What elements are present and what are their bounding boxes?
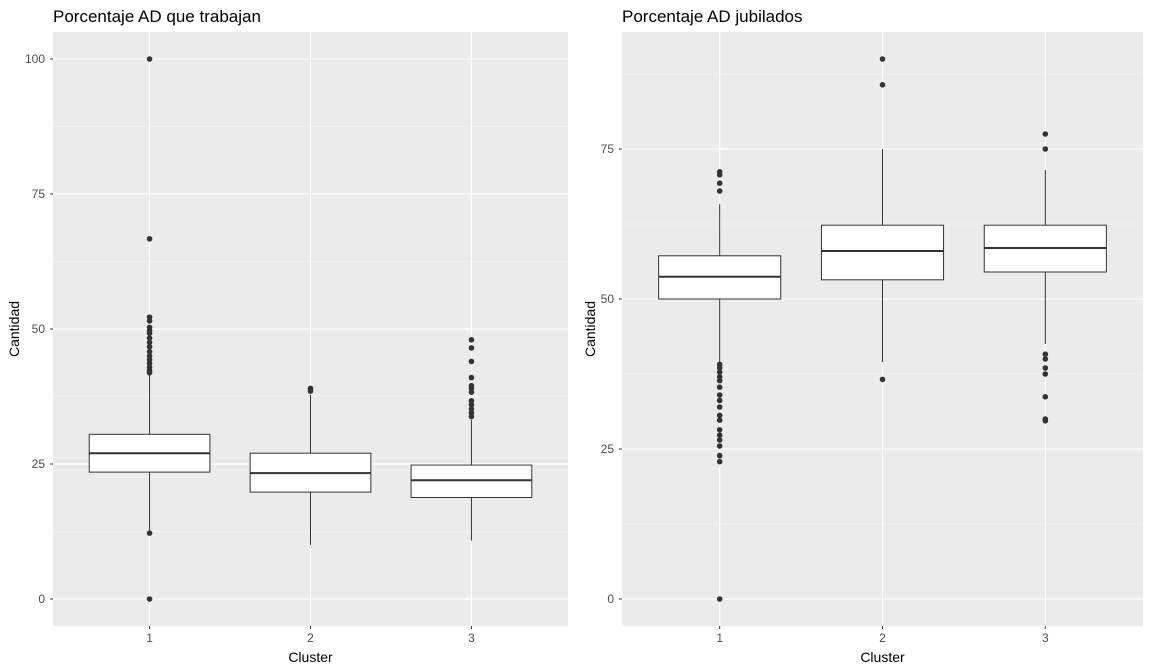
outlier-point [879,82,886,88]
outlier-point [468,345,475,351]
outlier-point [716,417,723,424]
chart-title: Porcentaje AD que trabajan [53,7,261,26]
box-cluster-3 [983,131,1107,424]
outlier-point [1042,351,1049,358]
iqr-box [410,464,533,498]
x-tick-label: 1 [716,631,723,645]
outlier-point [468,401,475,408]
outlier-point [1042,418,1049,424]
outlier-point [716,443,723,449]
outlier-point [146,56,153,62]
y-tick-label: 50 [32,322,46,336]
y-tick-label: 25 [32,457,46,471]
y-tick-label: 0 [38,592,45,606]
y-tick-label: 25 [601,442,615,456]
outlier-point [716,384,723,391]
outlier-point [468,413,475,420]
outlier-point [146,236,153,242]
outlier-point [716,404,723,410]
outlier-point [468,374,475,381]
outlier-point [716,365,723,371]
outlier-point [716,377,723,384]
outlier-point [146,596,153,602]
y-tick-label: 50 [601,292,615,306]
outlier-point [716,180,723,186]
y-axis-label: Cantidad [6,301,22,357]
outlier-point [1042,146,1049,152]
box-cluster-3 [410,337,533,541]
box-cluster-2 [820,56,945,383]
x-axis-label: Cluster [288,649,333,665]
outlier-point [307,388,314,394]
outlier-point [146,330,153,337]
box-cluster-2 [249,385,372,545]
outlier-point [716,458,723,465]
x-tick-label: 2 [307,631,314,645]
outlier-point [716,392,723,398]
outlier-point [716,437,723,443]
y-tick-label: 100 [25,52,45,66]
outlier-point [146,318,153,324]
iqr-box [820,224,945,281]
outlier-point [1042,365,1049,371]
outlier-point [716,427,723,433]
outlier-point [716,432,723,439]
x-tick-label: 3 [468,631,475,645]
outlier-point [716,188,723,194]
outlier-point [879,56,886,62]
y-tick-label: 75 [32,187,46,201]
box-cluster-1 [88,56,211,602]
chart-panel-1: 0 25 50 75 100 1 2 3 Porcentaje AD que trabajan C… [6,7,568,665]
chart-title: Porcentaje AD jubilados [622,7,803,26]
outlier-point [1042,356,1049,362]
outlier-point [146,344,153,350]
y-axis-label: Cantidad [582,301,598,357]
outlier-point [1042,371,1049,377]
outlier-point [1042,394,1049,400]
outlier-point [716,412,723,419]
x-axis-label: Cluster [860,649,905,665]
y-tick-label: 75 [601,142,615,156]
outlier-point [146,369,153,376]
box-cluster-1 [658,169,782,602]
outlier-point [879,376,886,383]
outlier-point [716,172,723,178]
outlier-point [716,596,723,602]
outlier-point [146,335,153,341]
outlier-point [468,389,475,395]
x-tick-label: 3 [1042,631,1049,645]
x-tick-label: 2 [879,631,886,645]
outlier-point [1042,131,1049,137]
outlier-point [146,530,153,536]
outlier-point [468,358,475,365]
outlier-point [716,452,723,459]
outlier-point [146,339,153,346]
outlier-point [146,348,153,355]
outlier-point [716,369,723,376]
outlier-point [716,397,723,404]
x-tick-label: 1 [146,631,153,645]
chart-panel-2: 0 25 50 75 1 2 3 Porcentaje AD jubilados Cluster… [582,7,1143,665]
outlier-point [468,337,475,343]
y-tick-label: 0 [607,592,614,606]
